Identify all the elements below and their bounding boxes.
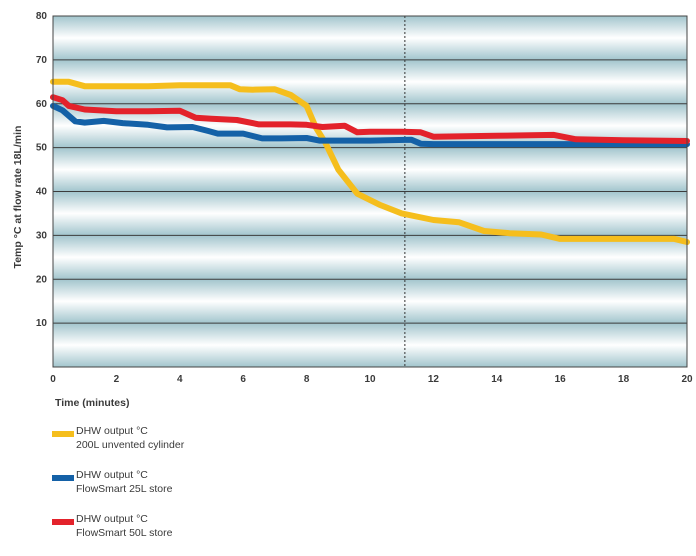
- plot-band: [53, 323, 687, 367]
- x-tick-label: 4: [177, 374, 183, 385]
- plot-band: [53, 59, 687, 104]
- series-line-flowsmart-25l: [50, 102, 690, 148]
- x-tick-label: 12: [428, 374, 440, 385]
- y-tick-label: 80: [36, 11, 48, 22]
- plot-band: [53, 279, 687, 324]
- x-tick-label: 8: [304, 374, 310, 385]
- y-axis-label: Temp °C at flow rate 18L/min: [12, 126, 24, 269]
- legend-label: DHW output °C: [76, 469, 148, 481]
- plot-band: [53, 235, 687, 280]
- x-tick-label: 0: [50, 374, 56, 385]
- plot-band: [53, 16, 687, 60]
- legend-swatch-200l: [52, 431, 74, 437]
- gridlines: [53, 59, 687, 324]
- y-tick-label: 40: [36, 187, 48, 198]
- x-tick-label: 20: [681, 374, 693, 385]
- x-tick-labels: 0 2 4 6 8 10 12 14 16 18 20: [50, 374, 693, 385]
- y-tick-label: 30: [36, 230, 48, 241]
- series-line-flowsmart-50l: [50, 94, 690, 144]
- x-tick-label: 18: [618, 374, 630, 385]
- plot-frame: [52, 15, 688, 368]
- legend-swatch-50l: [52, 519, 74, 525]
- series-line-200l-cylinder: [50, 78, 690, 245]
- x-axis-label: Time (minutes): [55, 397, 129, 409]
- plot-band: [53, 147, 687, 192]
- legend-label: DHW output °C: [76, 425, 148, 437]
- series-lines: [50, 78, 690, 245]
- legend-label: DHW output °C: [76, 513, 148, 525]
- y-tick-label: 70: [36, 55, 48, 66]
- x-tick-label: 14: [491, 374, 503, 385]
- legend-sublabel: FlowSmart 50L store: [76, 527, 173, 539]
- x-tick-label: 6: [240, 374, 246, 385]
- y-tick-label: 10: [36, 318, 48, 329]
- legend-sublabel: FlowSmart 25L store: [76, 483, 173, 495]
- x-tick-label: 2: [114, 374, 120, 385]
- legend-swatch-25l: [52, 475, 74, 481]
- y-tick-label: 50: [36, 143, 48, 154]
- x-tick-label: 10: [364, 374, 376, 385]
- y-tick-label: 20: [36, 274, 48, 285]
- x-tick-label: 16: [555, 374, 567, 385]
- y-tick-labels: 10 20 30 40 50 60 70 80: [36, 11, 48, 329]
- y-tick-label: 60: [36, 99, 48, 110]
- line-chart: 10 20 30 40 50 60 70 80 0 2 4 6 8 10 12 14 16 18 20 Temp …: [12, 11, 693, 409]
- legend-sublabel: 200L unvented cylinder: [76, 439, 185, 451]
